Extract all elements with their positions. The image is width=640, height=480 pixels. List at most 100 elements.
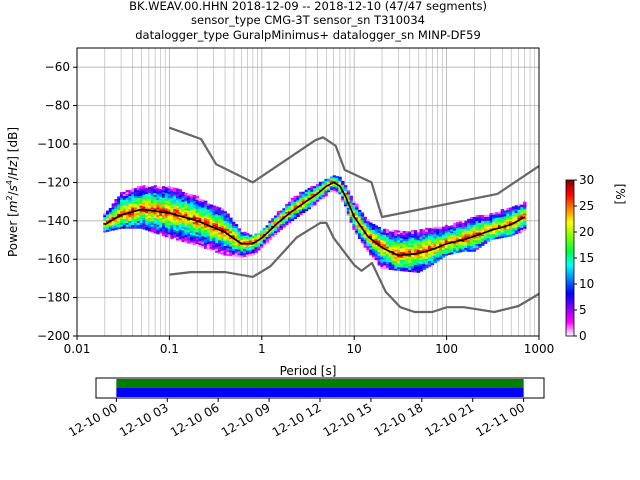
- density-cell: [517, 213, 521, 216]
- density-cell: [425, 248, 429, 252]
- density-cell: [475, 224, 479, 227]
- density-cell: [159, 212, 163, 215]
- density-cell: [245, 252, 250, 255]
- y-axis: −200−180−160−140−120−100−80−60: [37, 60, 77, 343]
- density-cell: [209, 248, 213, 251]
- density-cell: [215, 231, 219, 234]
- density-cell: [366, 228, 370, 231]
- density-cell: [131, 213, 135, 216]
- density-cell: [374, 254, 379, 257]
- density-cell: [142, 223, 146, 226]
- density-cell: [377, 249, 381, 253]
- density-cell: [131, 216, 135, 220]
- density-cell: [150, 226, 155, 229]
- density-cell: [363, 228, 367, 231]
- density-cell: [128, 218, 132, 221]
- density-cell: [397, 234, 401, 237]
- density-cell: [273, 230, 278, 233]
- density-cell: [128, 195, 132, 198]
- density-cell: [139, 222, 144, 225]
- density-cell: [366, 246, 370, 249]
- density-cell: [145, 220, 149, 223]
- density-cell: [355, 232, 359, 235]
- density-cell: [184, 198, 188, 201]
- density-cell: [514, 210, 519, 214]
- density-cell: [117, 198, 121, 201]
- density-cell: [178, 235, 183, 238]
- density-cell: [198, 240, 202, 244]
- density-cell: [444, 249, 449, 252]
- density-cell: [301, 209, 306, 212]
- density-cell: [464, 243, 468, 246]
- density-cell: [467, 241, 471, 245]
- density-cell: [164, 204, 169, 207]
- density-cell: [279, 210, 283, 213]
- density-cell: [145, 211, 149, 214]
- density-cell: [464, 228, 468, 231]
- density-cell: [245, 246, 250, 249]
- density-cell: [192, 214, 197, 217]
- density-cell: [192, 225, 197, 228]
- density-cell: [229, 225, 233, 228]
- density-cell: [248, 253, 253, 256]
- density-cell: [189, 203, 194, 207]
- density-cell: [433, 238, 437, 241]
- density-cell: [427, 260, 432, 263]
- density-cell: [506, 207, 510, 211]
- density-cell: [134, 220, 138, 223]
- density-cell: [148, 215, 152, 219]
- density-cell: [469, 241, 474, 245]
- density-cell: [195, 203, 199, 206]
- density-cell: [234, 254, 239, 257]
- density-cell: [142, 227, 146, 230]
- density-cell: [374, 250, 379, 253]
- density-cell: [170, 204, 174, 207]
- density-cell: [433, 232, 437, 235]
- density-cell: [245, 233, 250, 236]
- density-cell: [201, 245, 205, 248]
- density-cell: [117, 223, 121, 226]
- density-cell: [341, 180, 345, 183]
- density-cell: [413, 245, 418, 248]
- density-cell: [455, 229, 460, 232]
- density-cell: [349, 205, 353, 208]
- density-cell: [411, 249, 415, 252]
- density-cell: [293, 216, 297, 219]
- density-cell: [324, 190, 328, 193]
- density-cell: [164, 231, 169, 234]
- density-cell: [187, 224, 191, 227]
- density-cell: [122, 192, 127, 195]
- density-cell: [413, 270, 418, 273]
- density-cell: [299, 193, 303, 196]
- density-cell: [203, 221, 208, 224]
- density-cell: [195, 234, 199, 237]
- density-cell: [178, 239, 183, 242]
- density-cell: [142, 188, 146, 192]
- density-cell: [391, 260, 395, 263]
- density-cell: [136, 201, 141, 204]
- density-cell: [357, 227, 362, 230]
- density-cell: [150, 191, 155, 195]
- density-cell: [234, 245, 239, 248]
- density-cell: [150, 230, 155, 233]
- density-cell: [237, 235, 241, 239]
- density-cell: [436, 257, 440, 260]
- density-cell: [206, 211, 211, 214]
- density-cell: [237, 245, 241, 248]
- density-cell: [178, 227, 183, 230]
- density-cell: [329, 176, 334, 179]
- density-cell: [234, 237, 239, 240]
- density-cell: [139, 209, 144, 212]
- density-cell: [265, 234, 269, 238]
- density-cell: [170, 194, 174, 197]
- density-cell: [497, 228, 502, 231]
- density-cell: [503, 223, 507, 226]
- density-cell: [212, 230, 216, 233]
- density-cell: [380, 253, 384, 256]
- density-cell: [458, 223, 463, 226]
- density-cell: [307, 201, 311, 204]
- density-cell: [299, 197, 303, 200]
- density-cell: [111, 205, 116, 208]
- density-cell: [279, 223, 283, 227]
